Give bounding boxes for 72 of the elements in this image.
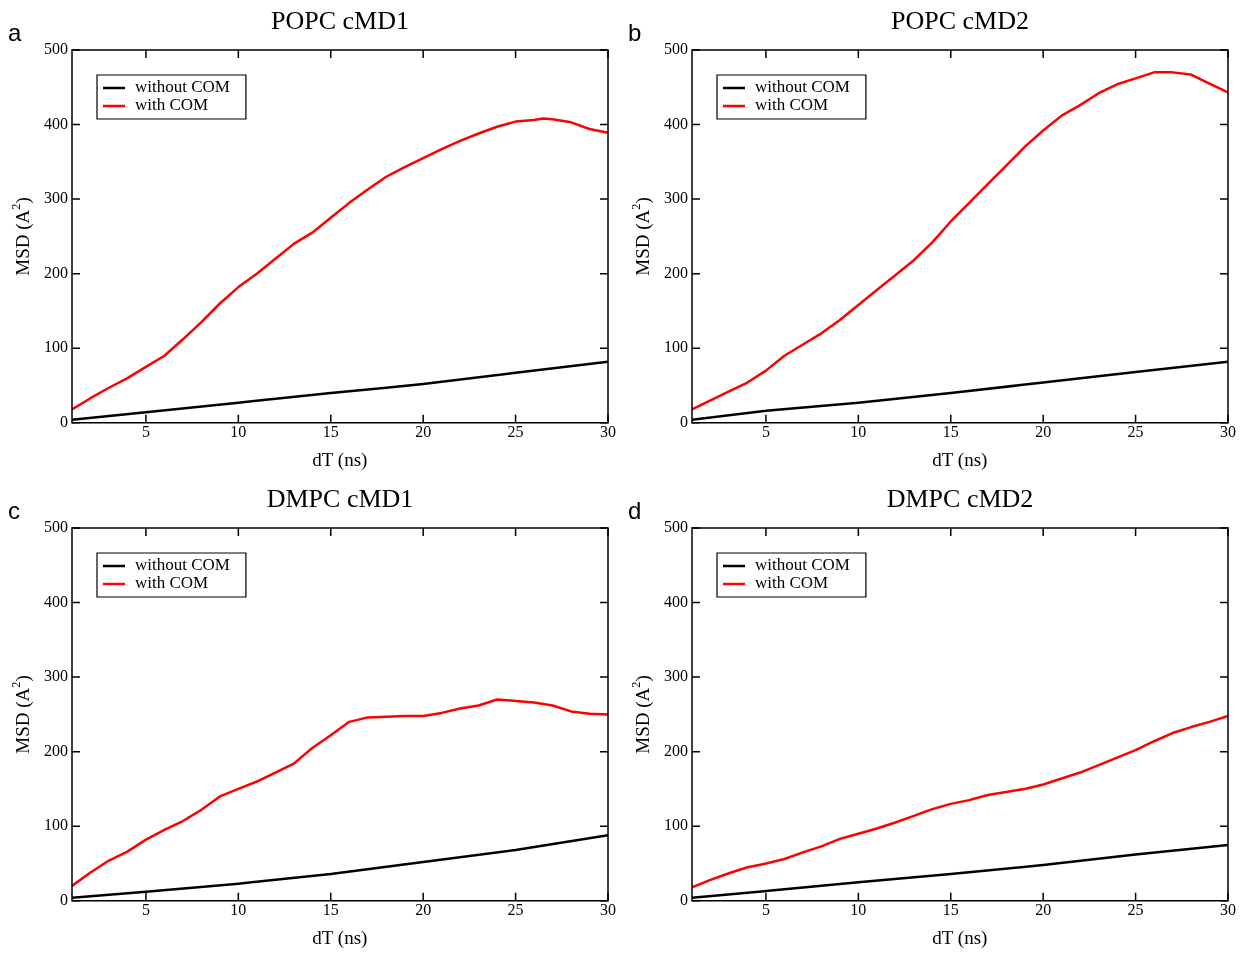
legend-label: with COM <box>755 95 829 115</box>
legend-label: without COM <box>135 555 230 575</box>
x-tick-label: 25 <box>507 422 524 440</box>
chart-title: POPC cMD1 <box>271 5 409 35</box>
y-tick-label: 200 <box>664 741 688 759</box>
chart-title: POPC cMD2 <box>891 5 1029 35</box>
y-axis-title: MSD (A2) <box>628 675 654 754</box>
x-tick-label: 25 <box>1127 422 1144 440</box>
text: b <box>628 18 642 46</box>
legend-label: without COM <box>755 77 850 97</box>
y-tick-label: 0 <box>680 891 688 908</box>
y-tick-label: 400 <box>44 114 68 132</box>
x-tick-label: 30 <box>1220 422 1236 440</box>
y-tick-label: 100 <box>44 338 68 356</box>
x-tick-label: 15 <box>942 900 959 918</box>
y-tick-label: 500 <box>664 40 688 58</box>
y-tick-label: 400 <box>44 592 68 610</box>
chart-title: DMPC cMD2 <box>886 483 1034 513</box>
y-tick-label: 300 <box>44 189 68 207</box>
x-tick-label: 15 <box>942 422 959 440</box>
legend-label: with COM <box>135 573 209 593</box>
x-axis-title: dT (ns) <box>932 448 988 471</box>
y-tick-label: 500 <box>44 40 68 58</box>
y-tick-label: 200 <box>44 263 68 281</box>
y-tick-label: 300 <box>44 667 68 685</box>
y-tick-label: 300 <box>664 667 688 685</box>
text: c <box>8 496 20 524</box>
x-tick-label: 25 <box>1127 900 1144 918</box>
x-tick-label: 20 <box>415 422 432 440</box>
legend-label: with COM <box>755 573 829 593</box>
x-tick-label: 20 <box>1035 422 1052 440</box>
x-tick-label: 20 <box>415 900 432 918</box>
y-tick-label: 200 <box>44 741 68 759</box>
x-axis-title: dT (ns) <box>312 926 368 949</box>
y-axis-title: MSD (A2) <box>8 675 34 754</box>
x-tick-label: 5 <box>141 900 150 918</box>
x-tick-label: 30 <box>1220 900 1236 918</box>
y-tick-label: 100 <box>664 816 688 834</box>
x-axis-title: dT (ns) <box>932 926 988 949</box>
text: a <box>8 18 22 46</box>
x-tick-label: 5 <box>141 422 150 440</box>
x-tick-label: 10 <box>230 900 247 918</box>
y-tick-label: 500 <box>44 518 68 536</box>
y-tick-label: 0 <box>680 413 688 430</box>
x-tick-label: 25 <box>507 900 524 918</box>
x-tick-label: 30 <box>600 422 616 440</box>
x-tick-label: 10 <box>850 422 867 440</box>
x-tick-label: 15 <box>322 422 339 440</box>
x-tick-label: 5 <box>761 900 770 918</box>
x-tick-label: 10 <box>850 900 867 918</box>
y-tick-label: 0 <box>60 891 68 908</box>
y-tick-label: 100 <box>44 816 68 834</box>
text: d <box>628 496 642 524</box>
x-tick-label: 5 <box>761 422 770 440</box>
legend-label: with COM <box>135 95 209 115</box>
y-tick-label: 100 <box>664 338 688 356</box>
chart-title: DMPC cMD1 <box>266 483 414 513</box>
legend-label: without COM <box>135 77 230 97</box>
y-axis-title: MSD (A2) <box>8 197 34 276</box>
y-tick-label: 400 <box>664 114 688 132</box>
x-axis-title: dT (ns) <box>312 448 368 471</box>
y-axis-title: MSD (A2) <box>628 197 654 276</box>
y-tick-label: 500 <box>664 518 688 536</box>
y-tick-label: 300 <box>664 189 688 207</box>
y-tick-label: 200 <box>664 263 688 281</box>
y-tick-label: 400 <box>664 592 688 610</box>
x-tick-label: 10 <box>230 422 247 440</box>
x-tick-label: 15 <box>322 900 339 918</box>
x-tick-label: 30 <box>600 900 616 918</box>
legend-label: without COM <box>755 555 850 575</box>
x-tick-label: 20 <box>1035 900 1052 918</box>
y-tick-label: 0 <box>60 413 68 430</box>
